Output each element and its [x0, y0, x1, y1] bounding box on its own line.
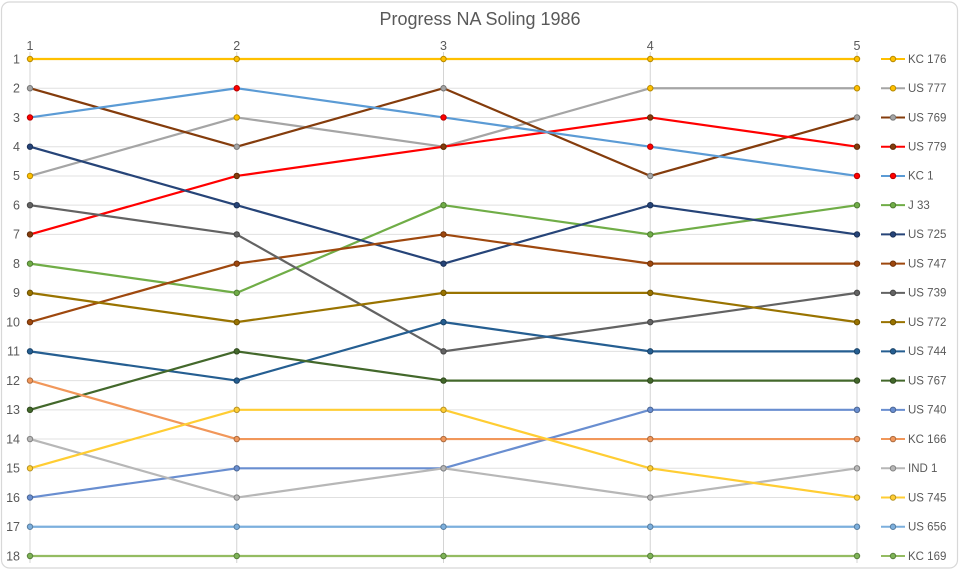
svg-text:US 747: US 747 [908, 258, 946, 270]
svg-text:J 33: J 33 [908, 200, 930, 212]
svg-text:KC 176: KC 176 [908, 54, 946, 66]
svg-text:7: 7 [13, 228, 20, 242]
svg-text:13: 13 [6, 403, 20, 417]
svg-text:US 772: US 772 [908, 317, 946, 329]
svg-text:US 740: US 740 [908, 405, 946, 417]
svg-text:2: 2 [233, 39, 240, 53]
svg-text:US 767: US 767 [908, 375, 946, 387]
svg-text:9: 9 [13, 286, 20, 300]
svg-text:12: 12 [6, 374, 20, 388]
svg-text:KC 169: KC 169 [908, 551, 946, 563]
svg-text:US 739: US 739 [908, 288, 946, 300]
svg-text:US 725: US 725 [908, 229, 946, 241]
svg-text:18: 18 [6, 549, 20, 563]
svg-text:1: 1 [27, 39, 34, 53]
svg-text:US 779: US 779 [908, 142, 946, 154]
svg-text:US 745: US 745 [908, 492, 946, 504]
svg-text:3: 3 [13, 111, 20, 125]
svg-text:US 656: US 656 [908, 522, 946, 534]
svg-text:14: 14 [6, 432, 20, 446]
svg-text:KC 1: KC 1 [908, 171, 934, 183]
svg-text:17: 17 [6, 520, 20, 534]
svg-text:US 769: US 769 [908, 112, 946, 124]
svg-text:2: 2 [13, 82, 20, 96]
svg-text:KC 166: KC 166 [908, 434, 946, 446]
svg-text:US 777: US 777 [908, 83, 946, 95]
svg-text:Progress NA Soling 1986: Progress NA Soling 1986 [379, 9, 580, 29]
svg-text:4: 4 [647, 39, 654, 53]
svg-text:6: 6 [13, 198, 20, 212]
svg-text:4: 4 [13, 140, 20, 154]
svg-text:3: 3 [440, 39, 447, 53]
svg-text:10: 10 [6, 315, 20, 329]
svg-text:16: 16 [6, 491, 20, 505]
svg-text:1: 1 [13, 52, 20, 66]
svg-text:15: 15 [6, 462, 20, 476]
svg-text:IND 1: IND 1 [908, 463, 937, 475]
svg-text:5: 5 [13, 169, 20, 183]
svg-text:5: 5 [854, 39, 861, 53]
svg-text:8: 8 [13, 257, 20, 271]
svg-text:11: 11 [7, 345, 20, 359]
svg-text:US 744: US 744 [908, 346, 947, 358]
